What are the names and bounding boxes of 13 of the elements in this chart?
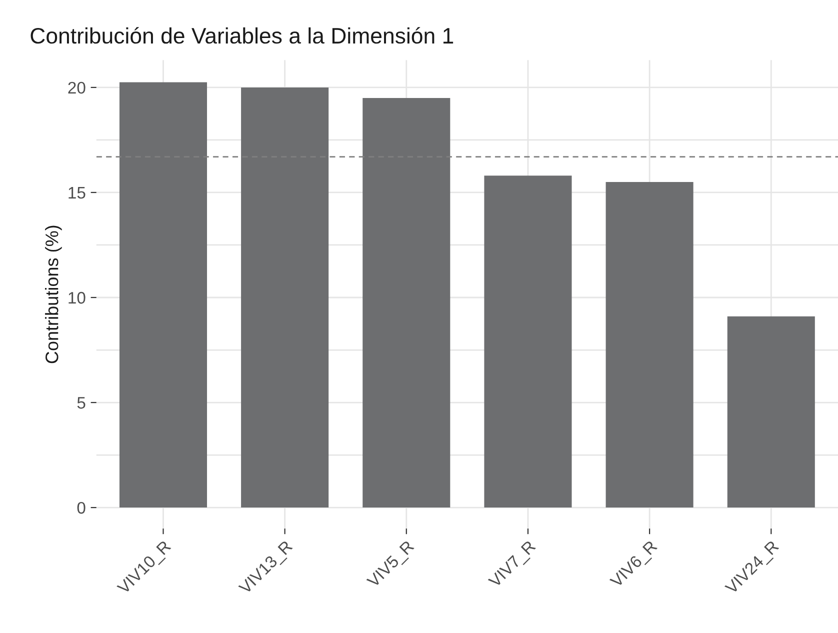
y-tick-label: 20: [68, 82, 86, 94]
chart-title: Contribución de Variables a la Dimensión 1: [30, 27, 454, 44]
bar: [241, 87, 329, 508]
y-axis-title: Contributions (%): [45, 226, 62, 364]
y-tick-label: 15: [68, 187, 86, 199]
bar: [119, 82, 208, 508]
y-tick-label: 5: [77, 397, 86, 409]
y-tick-label: 10: [68, 292, 86, 304]
y-tick-label: 0: [77, 502, 86, 514]
bar: [362, 98, 450, 508]
bar: [606, 182, 694, 508]
bar: [484, 176, 572, 508]
bar: [727, 316, 815, 508]
